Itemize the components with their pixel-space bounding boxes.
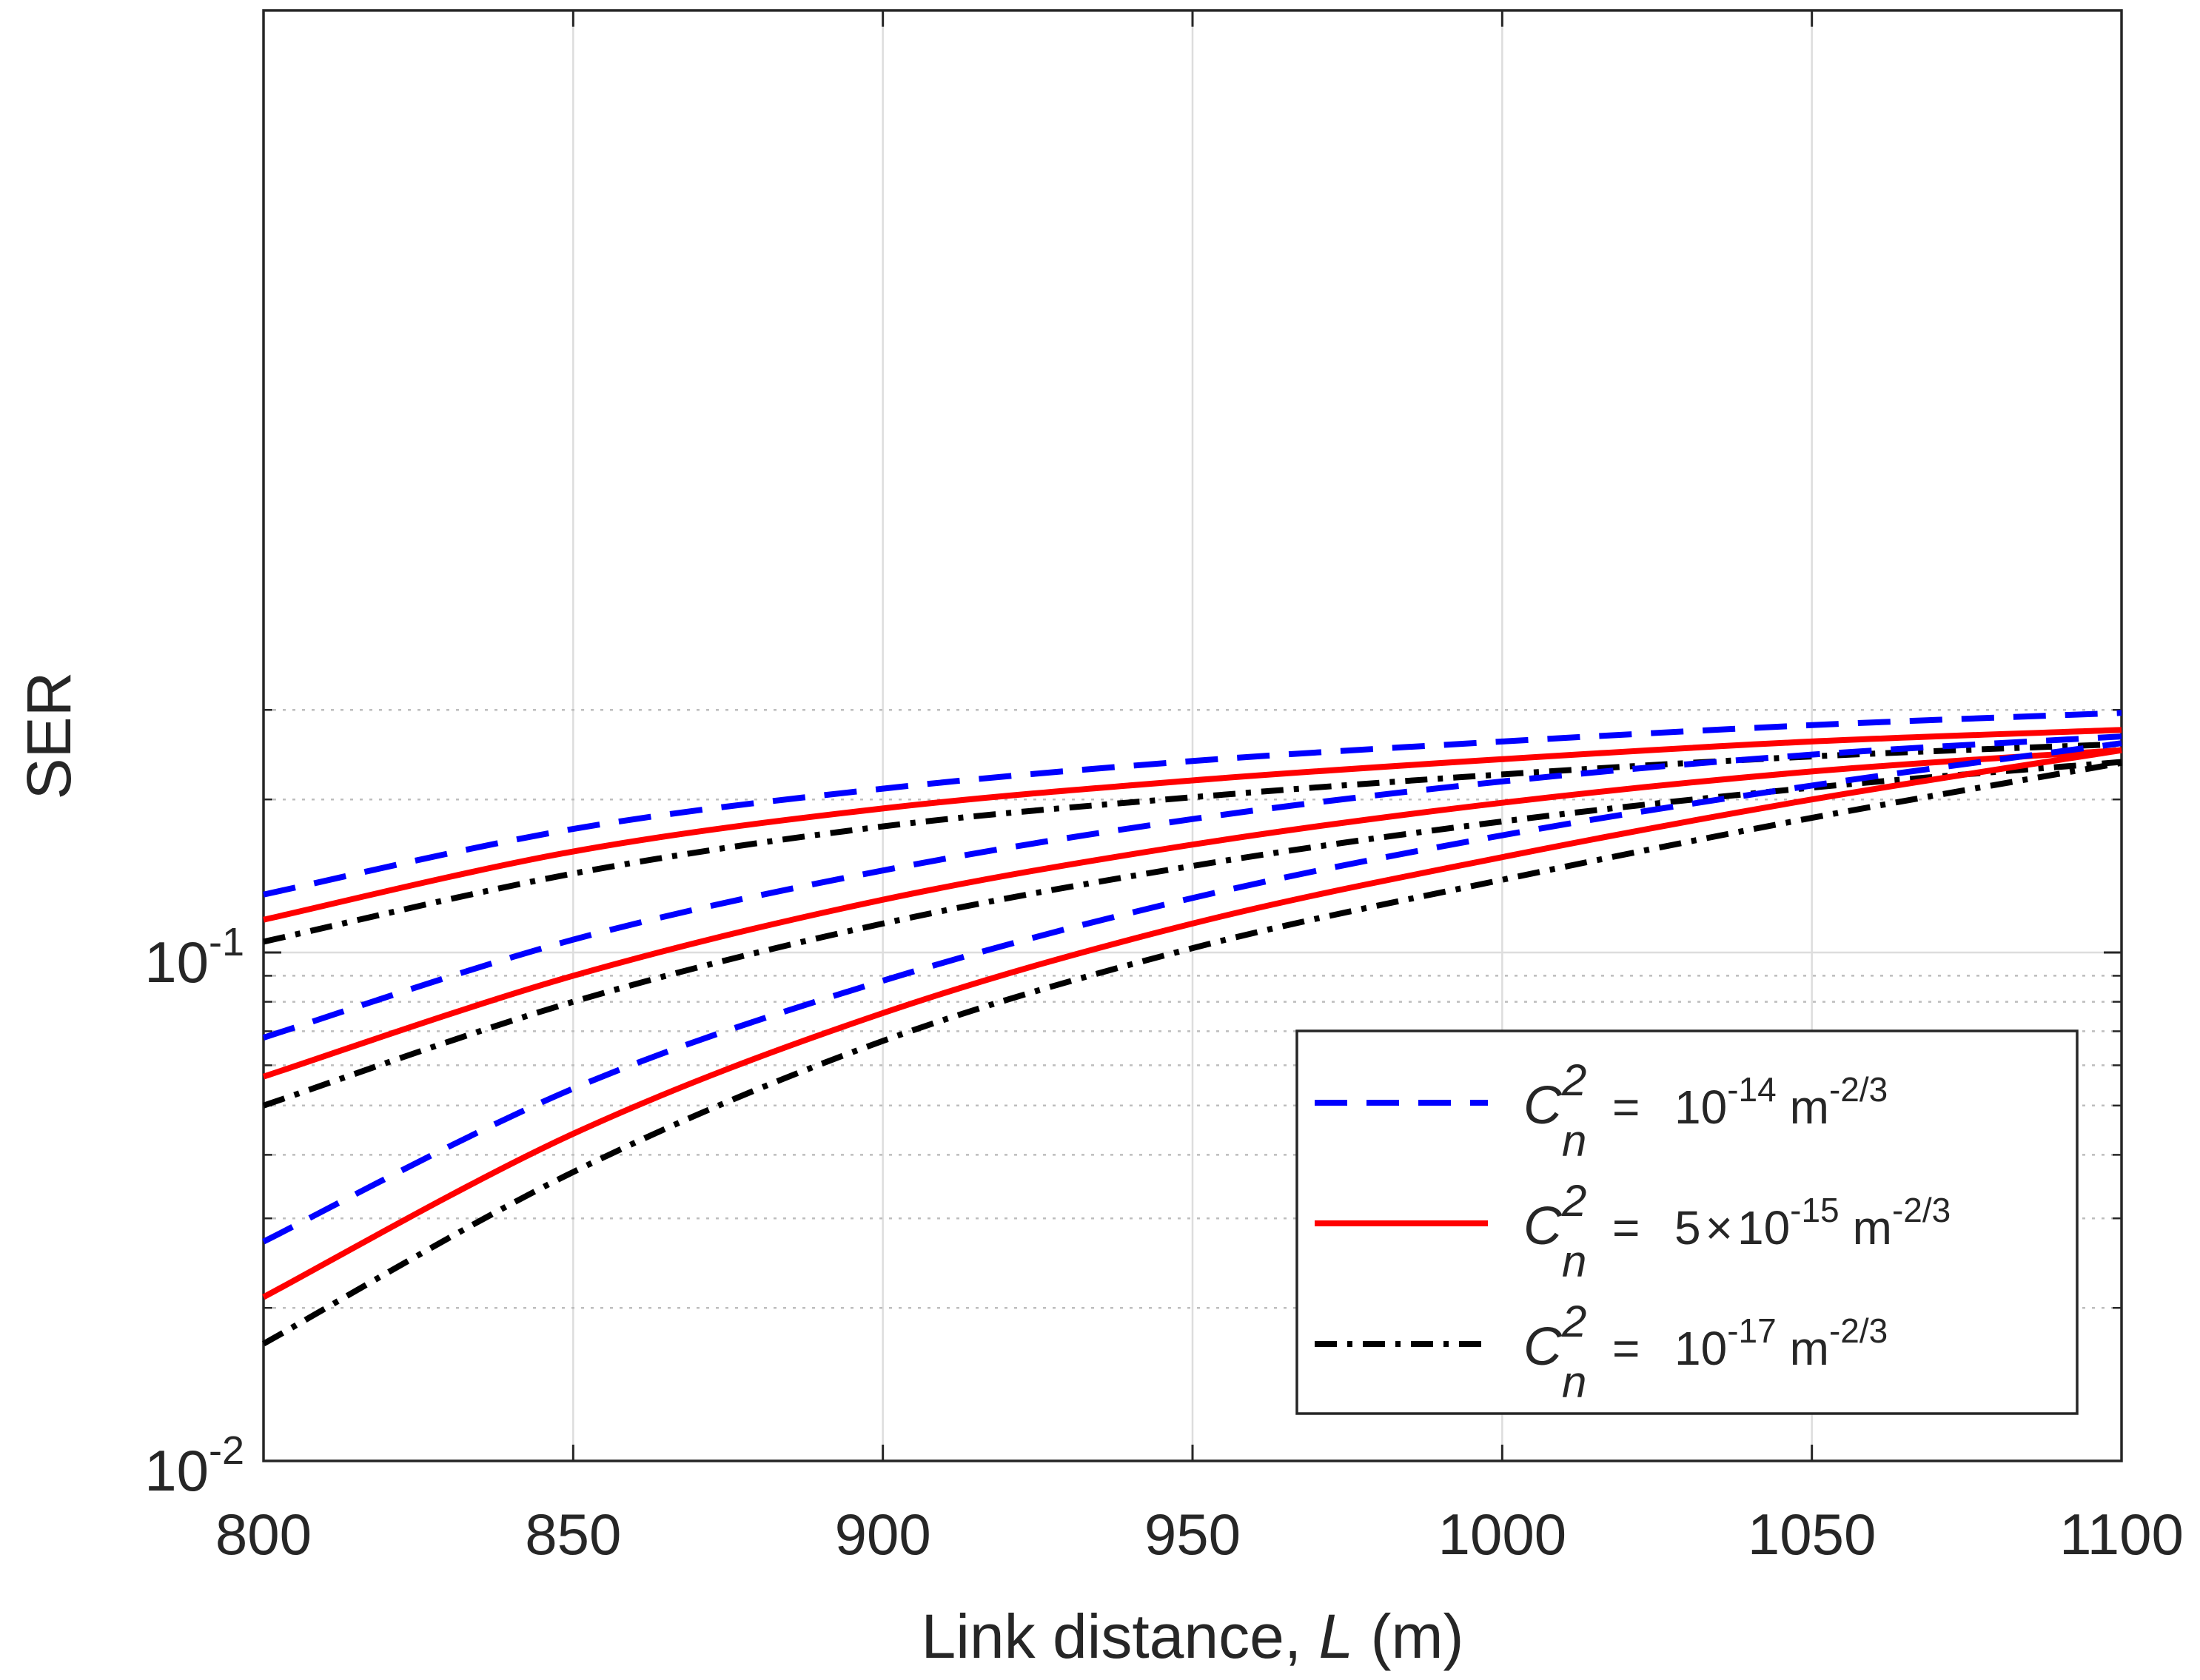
legend-subscript: n [1562, 1357, 1586, 1407]
x-axis-label: Link distance, L (m) [922, 1602, 1464, 1671]
x-tick-label: 1000 [1438, 1502, 1567, 1567]
series-lines [262, 710, 2122, 1347]
legend-superscript: 2 [1561, 1055, 1586, 1105]
series-line [263, 727, 2122, 923]
series-line [262, 747, 2122, 1080]
series-line [262, 747, 2122, 1300]
x-tick-label: 1050 [1748, 1502, 1877, 1567]
x-tick-label: 800 [215, 1502, 312, 1567]
legend-value: 10-14 m-2/3 [1674, 1070, 1888, 1134]
legend-superscript: 2 [1561, 1297, 1586, 1346]
axis-ticks [262, 10, 2123, 1462]
y-tick-labels: 10-2 10-1 [144, 920, 244, 1503]
legend-superscript: 2 [1561, 1176, 1586, 1226]
x-tick-labels: 800 850 900 950 1000 1050 1100 [215, 1502, 2184, 1567]
legend-subscript: n [1562, 1237, 1586, 1286]
legend-symbol: C [1523, 1317, 1563, 1377]
x-tick-label: 900 [835, 1502, 931, 1567]
legend-equals: = [1612, 1201, 1640, 1254]
series-line [262, 759, 2122, 1109]
legend-symbol: C [1523, 1197, 1563, 1256]
y-tick-label: 10-1 [144, 920, 244, 995]
legend-subscript: n [1562, 1116, 1586, 1166]
legend-symbol: C [1523, 1076, 1563, 1135]
series-line [263, 710, 2122, 898]
x-tick-label: 850 [525, 1502, 621, 1567]
grid-lines [264, 10, 2122, 1461]
legend-equals: = [1612, 1081, 1640, 1134]
series-line [262, 759, 2122, 1347]
legend-equals: = [1612, 1322, 1640, 1375]
x-tick-label: 1100 [2059, 1502, 2184, 1567]
legend: Cn 2 = 10-14 m-2/3 Cn 2 = 5×10-15 m-2/3 Cn 2 = 10-17 m… [1295, 1029, 2079, 1415]
x-tick-label: 950 [1144, 1502, 1241, 1567]
y-tick-label: 10-2 [144, 1428, 244, 1503]
series-line [262, 740, 2122, 1245]
legend-value: 10-17 m-2/3 [1674, 1311, 1888, 1375]
y-axis-label: SER [14, 672, 84, 800]
legend-value: 5×10-15 m-2/3 [1674, 1191, 1951, 1254]
series-line [262, 733, 2122, 1041]
